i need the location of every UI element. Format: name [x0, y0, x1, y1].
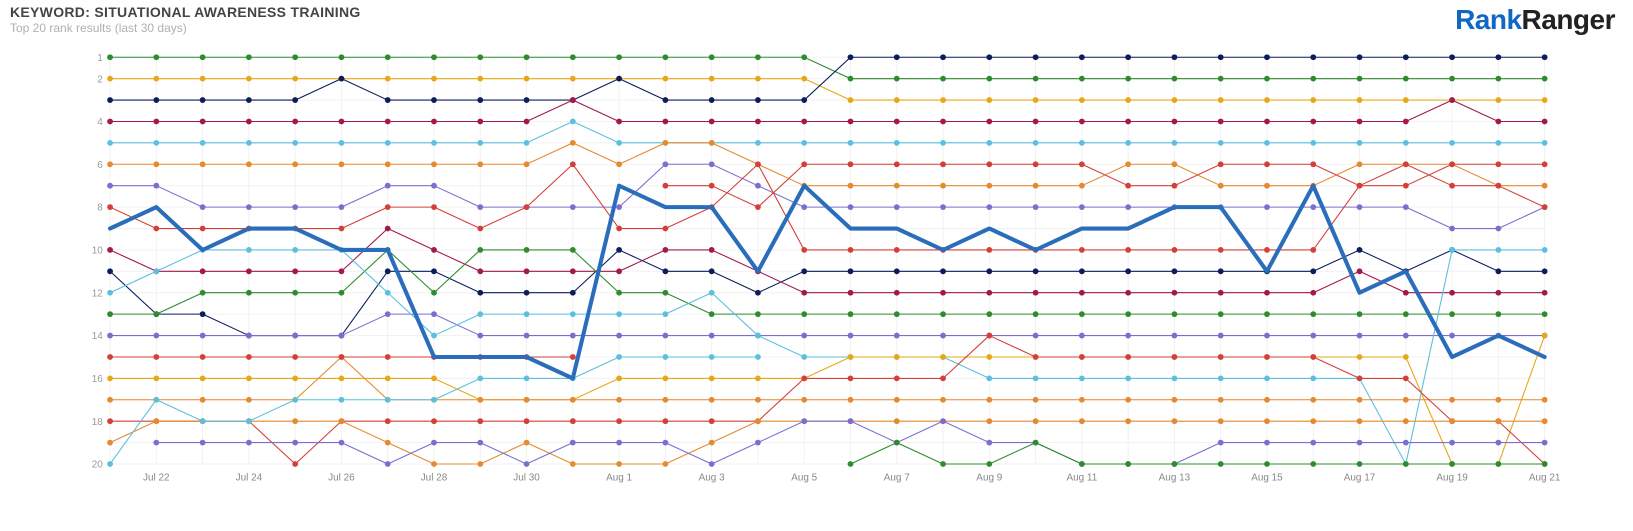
- svg-text:Aug 1: Aug 1: [606, 472, 632, 483]
- svg-text:Aug 21: Aug 21: [1529, 472, 1561, 483]
- svg-text:Aug 13: Aug 13: [1159, 472, 1191, 483]
- svg-text:8: 8: [97, 203, 103, 214]
- svg-text:6: 6: [97, 160, 103, 171]
- svg-text:Aug 3: Aug 3: [699, 472, 725, 483]
- svg-text:16: 16: [92, 374, 104, 385]
- svg-text:10: 10: [92, 246, 104, 257]
- svg-text:Jul 28: Jul 28: [421, 472, 448, 483]
- svg-text:Jul 26: Jul 26: [328, 472, 355, 483]
- svg-text:12: 12: [92, 288, 104, 299]
- rank-line-chart: 12468101214161820Jul 22Jul 24Jul 26Jul 2…: [0, 50, 1633, 530]
- logo-part2: Ranger: [1522, 4, 1615, 35]
- svg-text:Aug 9: Aug 9: [976, 472, 1002, 483]
- logo-part1: Rank: [1455, 4, 1521, 35]
- svg-text:Aug 11: Aug 11: [1066, 472, 1097, 483]
- title-prefix: KEYWORD:: [10, 4, 94, 20]
- svg-text:20: 20: [92, 460, 104, 471]
- svg-text:4: 4: [97, 117, 103, 128]
- svg-text:Aug 7: Aug 7: [884, 472, 910, 483]
- svg-text:Aug 17: Aug 17: [1344, 472, 1376, 483]
- svg-text:Jul 24: Jul 24: [236, 472, 263, 483]
- svg-text:1: 1: [97, 53, 103, 64]
- svg-text:18: 18: [92, 417, 104, 428]
- title-value: SITUATIONAL AWARENESS TRAINING: [94, 4, 360, 20]
- svg-text:2: 2: [97, 74, 103, 85]
- svg-text:Jul 30: Jul 30: [513, 472, 540, 483]
- chart-title: KEYWORD: SITUATIONAL AWARENESS TRAINING: [10, 4, 361, 20]
- svg-text:Jul 22: Jul 22: [143, 472, 170, 483]
- svg-text:14: 14: [92, 331, 104, 342]
- chart-subtitle: Top 20 rank results (last 30 days): [10, 21, 361, 35]
- svg-text:Aug 15: Aug 15: [1251, 472, 1283, 483]
- svg-text:Aug 5: Aug 5: [791, 472, 817, 483]
- brand-logo: RankRanger: [1455, 4, 1615, 36]
- svg-text:Aug 19: Aug 19: [1436, 472, 1468, 483]
